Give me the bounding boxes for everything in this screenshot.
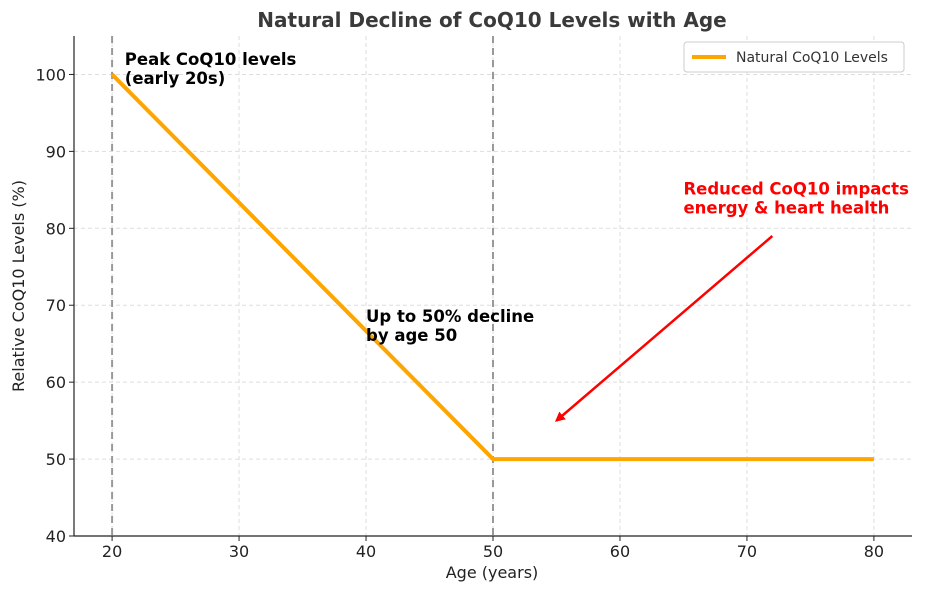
annotation-text: Peak CoQ10 levels (early 20s)	[125, 50, 297, 88]
annotation-arrow	[554, 235, 774, 422]
x-tick-label: 60	[610, 542, 630, 561]
chart-title: Natural Decline of CoQ10 Levels with Age	[257, 8, 726, 32]
x-tick-label: 50	[483, 542, 503, 561]
series-line	[110, 73, 874, 462]
x-tick-label: 20	[102, 542, 122, 561]
annotation-line: (early 20s)	[125, 69, 225, 88]
y-tick-label: 80	[46, 219, 66, 238]
y-axis-label: Relative CoQ10 Levels (%)	[9, 180, 28, 392]
y-tick-label: 90	[46, 142, 66, 161]
grid-lines	[74, 36, 912, 537]
x-tick-label: 70	[737, 542, 757, 561]
legend-label: Natural CoQ10 Levels	[736, 50, 888, 66]
y-tick-label: 50	[46, 450, 66, 469]
reference-lines	[111, 36, 494, 536]
y-tick-label: 60	[46, 373, 66, 392]
x-tick-label: 80	[864, 542, 884, 561]
annotation-line: by age 50	[366, 326, 457, 345]
series-layer	[110, 73, 874, 462]
x-tick-label: 40	[356, 542, 376, 561]
axes	[69, 36, 912, 541]
annotation-line: energy & heart health	[683, 198, 889, 217]
x-tick-label: 30	[229, 542, 249, 561]
legend: Natural CoQ10 Levels	[683, 41, 905, 73]
annotations: Peak CoQ10 levels (early 20s) Up to 50% de…	[125, 50, 909, 422]
annotation-line: Reduced CoQ10 impacts	[683, 179, 909, 198]
x-axis-label: Age (years)	[446, 563, 539, 582]
annotation-text: Reduced CoQ10 impacts energy & heart heal…	[683, 179, 909, 217]
y-tick-label: 40	[46, 527, 66, 546]
legend-box	[683, 41, 905, 73]
y-tick-label: 70	[46, 296, 66, 315]
annotation-text: Up to 50% decline by age 50	[366, 307, 534, 345]
y-tick-label: 100	[35, 65, 66, 84]
tick-labels: 20 30 40 50 60 70 80 40 50 60 70 80 90 100	[35, 65, 884, 561]
annotation-line: Peak CoQ10 levels	[125, 50, 297, 69]
annotation-line: Up to 50% decline	[366, 307, 534, 326]
